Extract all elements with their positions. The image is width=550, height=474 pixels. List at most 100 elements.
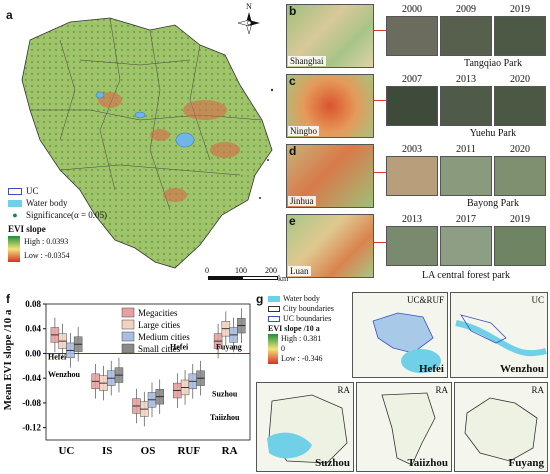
year-e-2: 2017 <box>456 214 476 225</box>
photo-b-1 <box>386 16 438 56</box>
taiizhou-tag: RA <box>435 385 448 395</box>
panel-a-label: a <box>6 8 13 22</box>
panel-c-label: c <box>289 74 296 88</box>
annotation-label: Fuyang <box>216 343 242 352</box>
year-e-3: 2019 <box>510 214 530 225</box>
map-fuyang: RA Fuyang <box>454 382 548 472</box>
scale-bar <box>208 276 278 280</box>
evi-slope-boxplot: 0.08 0.04 0.00 -0.04 -0.08 -0.12 UC IS OS RUF RA Me… <box>22 299 251 457</box>
park-e: LA central forest park <box>421 270 511 281</box>
fuyang-shape <box>464 397 538 462</box>
photo-d-3 <box>494 156 546 196</box>
legend-water: Water body <box>26 198 68 208</box>
legend-label: Large cities <box>138 320 181 330</box>
photo-c-2 <box>440 86 492 126</box>
g-uc-swatch <box>268 316 280 322</box>
annotation-label: Hefei <box>170 343 189 352</box>
scale-100: 100 <box>235 266 247 275</box>
annotation-label: Suzhou <box>212 390 238 399</box>
y-tick-label: 0.08 <box>25 299 41 309</box>
photo-b-2 <box>440 16 492 56</box>
photo-c-1 <box>386 86 438 126</box>
taiizhou-name: Taiizhou <box>407 457 448 469</box>
wenzhou-name: Wenzhou <box>499 363 544 375</box>
park-d: Bayong Park <box>467 198 519 209</box>
g-city-swatch <box>268 306 280 312</box>
g-legend-zero: 0 <box>281 344 285 353</box>
g-legend-water: Water body <box>283 294 320 303</box>
arrow-e-icon <box>374 242 386 243</box>
map-hefei: UC&RUF Hefei <box>352 292 448 378</box>
photo-d-2 <box>440 156 492 196</box>
photo-e-3 <box>494 226 546 266</box>
fuyang-name: Fuyang <box>508 457 544 469</box>
suzhou-tag: RA <box>337 385 350 395</box>
g-legend-low: Low : -0.346 <box>281 354 323 363</box>
year-c-1: 2007 <box>402 74 422 85</box>
panel-f-label: f <box>6 292 10 306</box>
significance-dot-icon: ● <box>12 210 18 220</box>
year-d-1: 2003 <box>402 144 422 155</box>
city-jinhua: Jinhua <box>288 196 316 206</box>
year-d-2: 2011 <box>456 144 476 155</box>
arrow-b-icon <box>374 30 386 31</box>
year-c-3: 2020 <box>510 74 530 85</box>
panel-g-legend: Water body City boundaries UC boundaries… <box>268 294 348 364</box>
y-tick-label: 0.00 <box>25 348 41 358</box>
legend-high: High : 0.0393 <box>24 237 69 246</box>
scale-0: 0 <box>205 266 209 275</box>
photo-e-1 <box>386 226 438 266</box>
legend-uc: UC <box>26 186 39 196</box>
annotation-label: Wenzhou <box>48 370 81 379</box>
plot-frame <box>45 303 251 441</box>
legend-label: Medium cities <box>138 332 190 342</box>
park-c: Yuehu Park <box>469 128 517 139</box>
legend-low: Low : -0.0354 <box>24 251 70 260</box>
fuyang-tag: RA <box>531 385 544 395</box>
suzhou-shape <box>267 394 348 464</box>
panel-g-label: g <box>256 292 264 306</box>
legend-label: Megacities <box>138 308 178 318</box>
g-legend-city: City boundaries <box>283 304 334 313</box>
panel-b-label: b <box>289 4 297 18</box>
hefei-name: Hefei <box>418 363 444 375</box>
hefei-tag: UC&RUF <box>406 295 444 305</box>
y-tick-label: -0.08 <box>22 398 41 408</box>
suzhou-name: Suzhou <box>315 457 350 469</box>
hefei-shape <box>372 312 441 373</box>
annotation-label: Taiizhou <box>210 413 240 422</box>
year-b-3: 2019 <box>510 4 530 15</box>
photo-d-1 <box>386 156 438 196</box>
g-evi-colorbar <box>268 334 278 364</box>
map-wenzhou: UC Wenzhou <box>450 292 548 378</box>
legend-swatch <box>121 307 135 318</box>
annotation-label: Hefei <box>48 353 67 362</box>
park-b: Tangqiao Park <box>464 58 522 69</box>
x-tick-label: UC <box>58 445 74 457</box>
x-tick-label: IS <box>102 445 112 457</box>
g-legend-high: High : 0.381 <box>281 334 322 343</box>
legend-swatch <box>121 343 135 354</box>
photo-c-3 <box>494 86 546 126</box>
photo-e-2 <box>440 226 492 266</box>
wenzhou-shape <box>455 314 547 357</box>
year-b-2: 2009 <box>456 4 476 15</box>
g-water-swatch <box>268 296 280 302</box>
g-legend-evi-title: EVI slope /10 a <box>268 324 320 333</box>
year-c-2: 2013 <box>456 74 476 85</box>
x-tick-label: RUF <box>177 445 200 457</box>
north-arrow-icon <box>238 12 260 34</box>
taiizhou-shape <box>381 392 436 466</box>
water-swatch <box>8 199 22 207</box>
x-tick-label: OS <box>141 445 156 457</box>
y-tick-label: 0.04 <box>25 324 41 334</box>
city-ningbo: Ningbo <box>288 126 319 136</box>
uc-swatch <box>8 187 22 195</box>
legend-swatch <box>121 331 135 342</box>
panel-a-legend: UC Water body ● Significance(α = 0.05) E… <box>8 185 128 262</box>
legend-evi-title: EVI slope <box>8 224 46 234</box>
g-legend-uc: UC boundaries <box>283 314 332 323</box>
x-tick-label: RA <box>222 445 238 457</box>
photo-b-3 <box>494 16 546 56</box>
arrow-c-icon <box>374 100 386 101</box>
